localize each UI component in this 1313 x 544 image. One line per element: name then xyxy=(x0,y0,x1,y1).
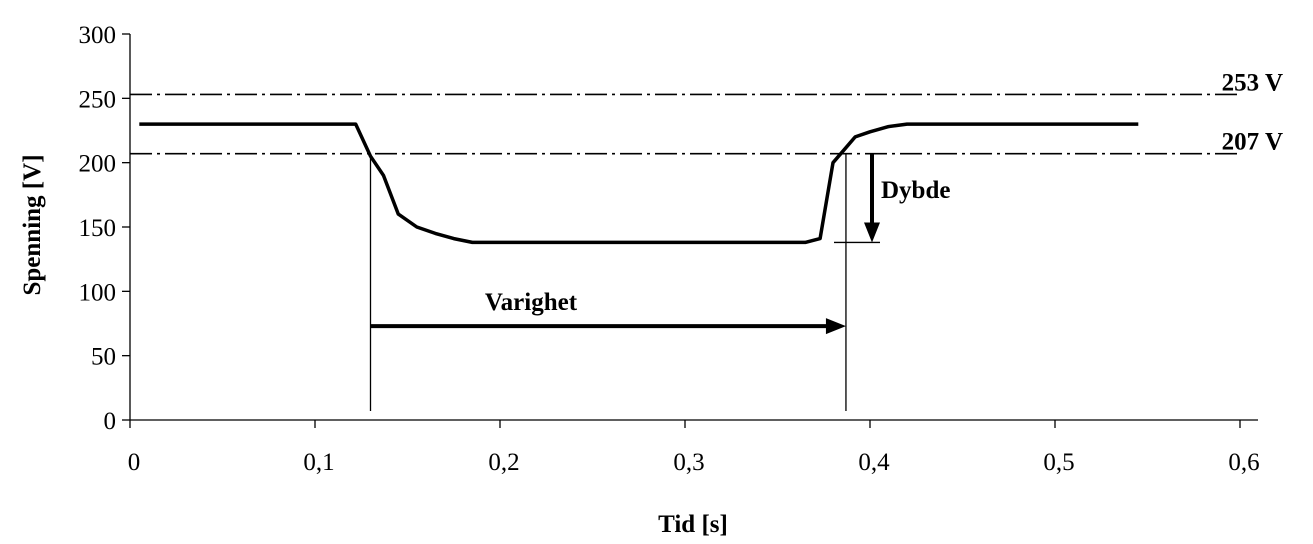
x-tick-label: 0,4 xyxy=(858,449,890,476)
y-tick-label: 150 xyxy=(79,215,117,242)
y-axis-title: Spenning [V] xyxy=(19,154,46,295)
voltage-curve xyxy=(139,122,1139,245)
duration-markers xyxy=(369,153,847,411)
reference-line-label: 253 V xyxy=(1222,69,1283,96)
depth-label: Dybde xyxy=(881,177,950,204)
annotations: Varighet Dybde xyxy=(370,153,950,335)
y-tick-label: 50 xyxy=(91,344,116,371)
y-tick-label: 250 xyxy=(79,86,117,113)
x-axis-title: Tid [s] xyxy=(658,511,728,538)
axes: 0 0,1 0,2 0,3 0,4 0,5 0,6 0 50 100 150 200 250 300 xyxy=(79,22,1260,476)
series xyxy=(139,122,1139,245)
y-tick-label: 300 xyxy=(79,22,117,49)
reference-line-label: 207 V xyxy=(1222,129,1283,156)
x-tick-label: 0,5 xyxy=(1043,449,1074,476)
y-tick-label: 200 xyxy=(79,151,117,178)
x-tick-label: 0,6 xyxy=(1228,449,1259,476)
depth-arrow-head xyxy=(864,222,880,243)
x-tick-label: 0 xyxy=(128,449,141,476)
duration-label: Varighet xyxy=(485,289,578,316)
reference-lines: 253 V 207 V xyxy=(130,69,1283,156)
y-tick-label: 100 xyxy=(79,279,117,306)
y-tick-label: 0 xyxy=(104,408,117,435)
x-tick-label: 0,2 xyxy=(488,449,519,476)
x-tick-label: 0,1 xyxy=(303,449,334,476)
x-tick-label: 0,3 xyxy=(673,449,704,476)
duration-arrow-head xyxy=(825,318,846,335)
